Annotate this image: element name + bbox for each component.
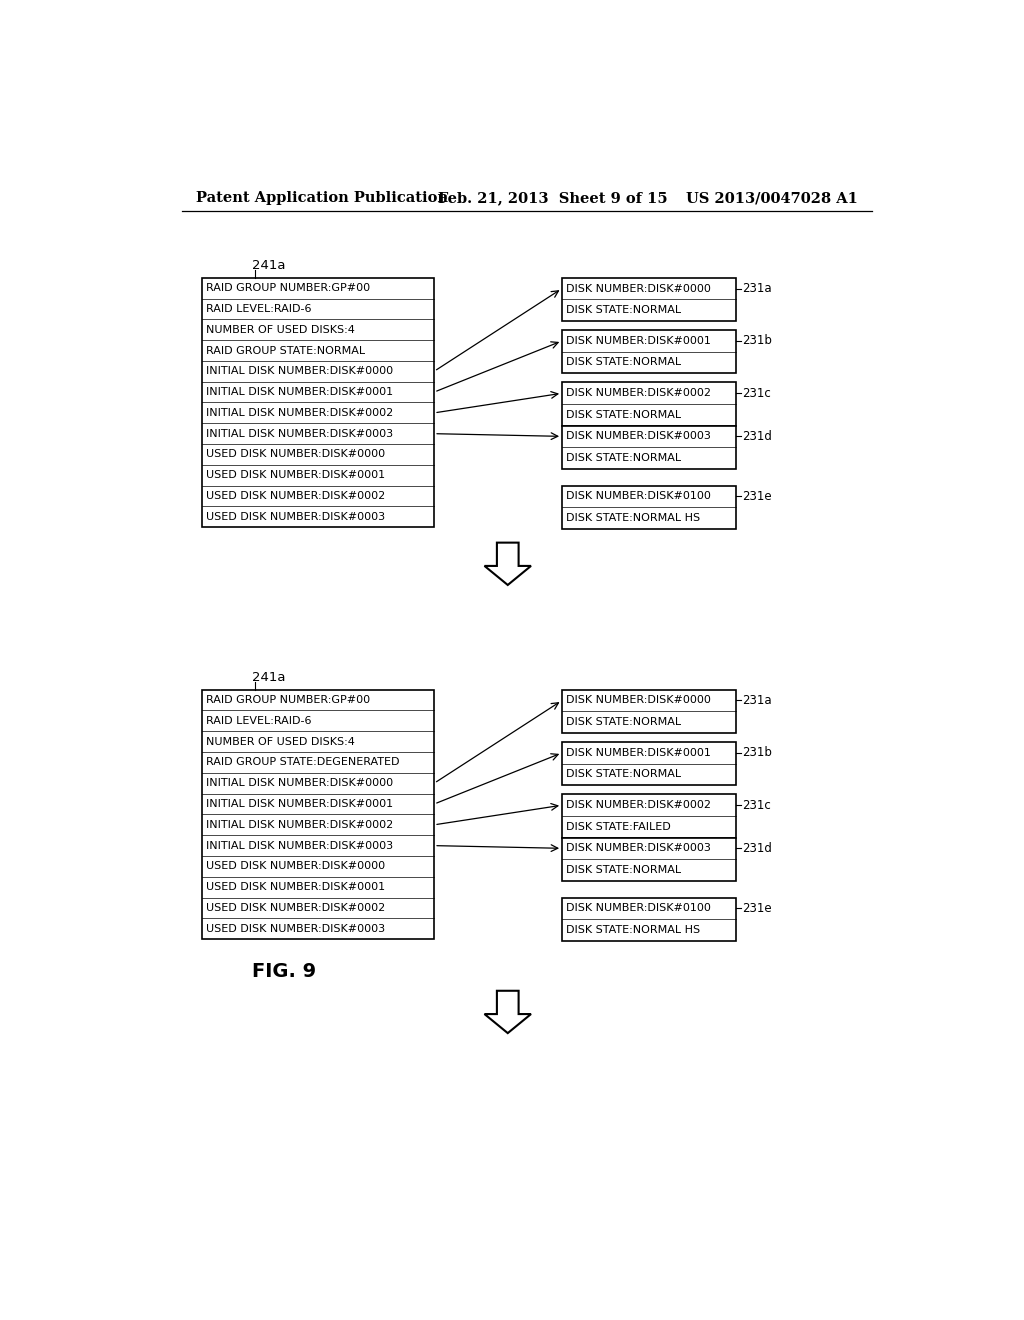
Text: US 2013/0047028 A1: US 2013/0047028 A1	[686, 191, 858, 206]
Bar	[562, 486, 736, 529]
Text: 231a: 231a	[742, 282, 772, 296]
Bar	[562, 383, 736, 425]
Bar	[202, 689, 434, 940]
Text: 231e: 231e	[742, 902, 772, 915]
Text: INITIAL DISK NUMBER:DISK#0003: INITIAL DISK NUMBER:DISK#0003	[206, 429, 392, 438]
Text: DISK STATE:NORMAL: DISK STATE:NORMAL	[566, 305, 681, 315]
Text: USED DISK NUMBER:DISK#0000: USED DISK NUMBER:DISK#0000	[206, 862, 385, 871]
Bar	[562, 689, 736, 733]
Text: DISK STATE:NORMAL HS: DISK STATE:NORMAL HS	[566, 513, 700, 523]
Text: USED DISK NUMBER:DISK#0002: USED DISK NUMBER:DISK#0002	[206, 903, 385, 913]
Text: RAID GROUP NUMBER:GP#00: RAID GROUP NUMBER:GP#00	[206, 284, 370, 293]
Text: FIG. 9: FIG. 9	[252, 962, 316, 981]
Text: INITIAL DISK NUMBER:DISK#0000: INITIAL DISK NUMBER:DISK#0000	[206, 779, 392, 788]
Text: DISK NUMBER:DISK#0003: DISK NUMBER:DISK#0003	[566, 843, 711, 853]
Text: USED DISK NUMBER:DISK#0001: USED DISK NUMBER:DISK#0001	[206, 470, 385, 480]
Text: 231e: 231e	[742, 490, 772, 503]
Text: Patent Application Publication: Patent Application Publication	[197, 191, 449, 206]
Text: DISK STATE:NORMAL: DISK STATE:NORMAL	[566, 453, 681, 463]
Text: DISK STATE:NORMAL: DISK STATE:NORMAL	[566, 358, 681, 367]
Text: 231d: 231d	[742, 430, 772, 444]
Text: 231c: 231c	[742, 799, 771, 812]
Text: USED DISK NUMBER:DISK#0000: USED DISK NUMBER:DISK#0000	[206, 450, 385, 459]
Text: Feb. 21, 2013  Sheet 9 of 15: Feb. 21, 2013 Sheet 9 of 15	[438, 191, 668, 206]
Text: DISK NUMBER:DISK#0100: DISK NUMBER:DISK#0100	[566, 903, 711, 913]
Bar	[562, 898, 736, 941]
Text: INITIAL DISK NUMBER:DISK#0003: INITIAL DISK NUMBER:DISK#0003	[206, 841, 392, 850]
Bar	[562, 277, 736, 321]
Text: 231b: 231b	[742, 746, 772, 759]
Text: INITIAL DISK NUMBER:DISK#0002: INITIAL DISK NUMBER:DISK#0002	[206, 820, 393, 830]
Text: NUMBER OF USED DISKS:4: NUMBER OF USED DISKS:4	[206, 737, 354, 747]
Text: RAID GROUP STATE:NORMAL: RAID GROUP STATE:NORMAL	[206, 346, 365, 355]
Bar	[202, 277, 434, 527]
Text: DISK NUMBER:DISK#0100: DISK NUMBER:DISK#0100	[566, 491, 711, 502]
Text: DISK NUMBER:DISK#0001: DISK NUMBER:DISK#0001	[566, 748, 711, 758]
Text: DISK NUMBER:DISK#0003: DISK NUMBER:DISK#0003	[566, 432, 711, 441]
Text: DISK STATE:NORMAL: DISK STATE:NORMAL	[566, 865, 681, 875]
Text: USED DISK NUMBER:DISK#0003: USED DISK NUMBER:DISK#0003	[206, 512, 385, 521]
Bar	[562, 838, 736, 880]
Bar	[562, 742, 736, 785]
Bar	[562, 330, 736, 374]
Text: RAID LEVEL:RAID-6: RAID LEVEL:RAID-6	[206, 304, 311, 314]
Text: DISK STATE:NORMAL: DISK STATE:NORMAL	[566, 409, 681, 420]
Text: DISK NUMBER:DISK#0000: DISK NUMBER:DISK#0000	[566, 696, 711, 705]
Text: DISK STATE:FAILED: DISK STATE:FAILED	[566, 822, 671, 832]
Text: DISK STATE:NORMAL: DISK STATE:NORMAL	[566, 770, 681, 779]
Text: 241a: 241a	[252, 671, 286, 684]
Polygon shape	[484, 543, 531, 585]
Text: RAID GROUP NUMBER:GP#00: RAID GROUP NUMBER:GP#00	[206, 696, 370, 705]
Text: DISK STATE:NORMAL HS: DISK STATE:NORMAL HS	[566, 925, 700, 935]
Text: RAID LEVEL:RAID-6: RAID LEVEL:RAID-6	[206, 715, 311, 726]
Text: DISK NUMBER:DISK#0001: DISK NUMBER:DISK#0001	[566, 335, 711, 346]
Bar	[562, 425, 736, 469]
Text: DISK NUMBER:DISK#0000: DISK NUMBER:DISK#0000	[566, 284, 711, 293]
Text: RAID GROUP STATE:DEGENERATED: RAID GROUP STATE:DEGENERATED	[206, 758, 399, 767]
Text: USED DISK NUMBER:DISK#0003: USED DISK NUMBER:DISK#0003	[206, 924, 385, 933]
Text: INITIAL DISK NUMBER:DISK#0002: INITIAL DISK NUMBER:DISK#0002	[206, 408, 393, 418]
Text: 231d: 231d	[742, 842, 772, 855]
Text: INITIAL DISK NUMBER:DISK#0000: INITIAL DISK NUMBER:DISK#0000	[206, 367, 392, 376]
Text: 231b: 231b	[742, 334, 772, 347]
Text: USED DISK NUMBER:DISK#0001: USED DISK NUMBER:DISK#0001	[206, 882, 385, 892]
Text: DISK NUMBER:DISK#0002: DISK NUMBER:DISK#0002	[566, 388, 711, 399]
Text: 241a: 241a	[252, 259, 286, 272]
Text: 231a: 231a	[742, 694, 772, 708]
Text: DISK NUMBER:DISK#0002: DISK NUMBER:DISK#0002	[566, 800, 711, 810]
Text: DISK STATE:NORMAL: DISK STATE:NORMAL	[566, 717, 681, 727]
Text: INITIAL DISK NUMBER:DISK#0001: INITIAL DISK NUMBER:DISK#0001	[206, 387, 392, 397]
Text: USED DISK NUMBER:DISK#0002: USED DISK NUMBER:DISK#0002	[206, 491, 385, 502]
Text: INITIAL DISK NUMBER:DISK#0001: INITIAL DISK NUMBER:DISK#0001	[206, 799, 392, 809]
Polygon shape	[484, 991, 531, 1034]
Bar	[562, 795, 736, 838]
Text: 231c: 231c	[742, 387, 771, 400]
Text: NUMBER OF USED DISKS:4: NUMBER OF USED DISKS:4	[206, 325, 354, 335]
